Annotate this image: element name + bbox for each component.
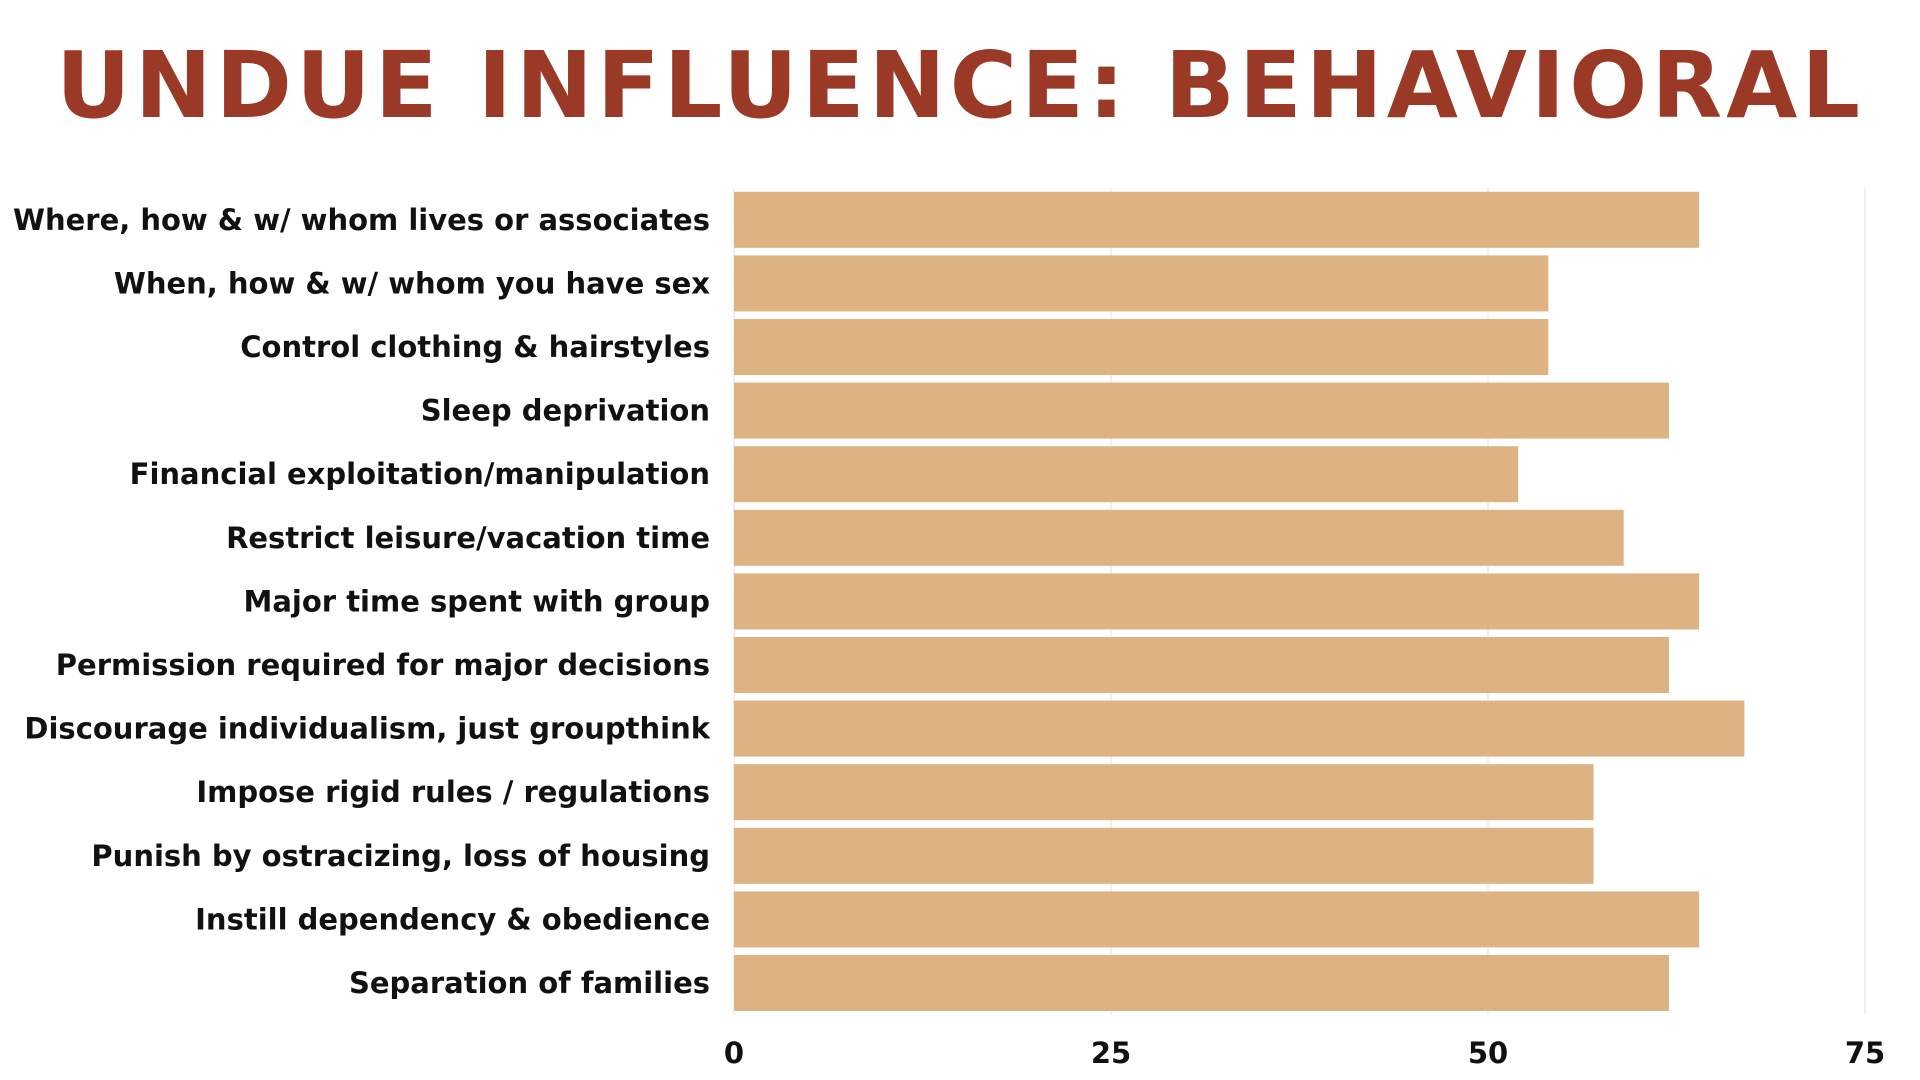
category-label: Separation of families <box>349 966 710 1000</box>
bar <box>734 700 1745 757</box>
x-tick-label: 0 <box>724 1036 744 1070</box>
category-label: When, how & w/ whom you have sex <box>114 266 710 300</box>
bar <box>734 255 1549 312</box>
category-label: Control clothing & hairstyles <box>240 330 710 364</box>
category-labels: Where, how & w/ whom lives or associates… <box>13 203 711 1000</box>
bar <box>734 191 1700 248</box>
category-label: Impose rigid rules / regulations <box>196 775 710 809</box>
x-tick-label: 25 <box>1091 1036 1131 1070</box>
x-axis-ticks: 0 25 50 75 <box>724 1036 1885 1070</box>
x-tick-label: 75 <box>1845 1036 1885 1070</box>
category-label: Discourage individualism, just groupthin… <box>24 712 710 746</box>
bar <box>734 827 1594 884</box>
category-label: Sleep deprivation <box>421 394 710 428</box>
bar <box>734 446 1519 503</box>
chart-title: UNDUE INFLUENCE: BEHAVIORAL <box>55 32 1865 139</box>
bars <box>734 191 1745 1011</box>
category-label: Permission required for major decisions <box>56 648 710 682</box>
bar <box>734 764 1594 821</box>
category-label: Restrict leisure/vacation time <box>226 521 710 555</box>
category-label: Punish by ostracizing, loss of housing <box>91 839 710 873</box>
bar <box>734 382 1669 439</box>
category-label: Financial exploitation/manipulation <box>130 457 710 491</box>
bar <box>734 891 1700 948</box>
bar <box>734 955 1669 1011</box>
category-label: Where, how & w/ whom lives or associates <box>13 203 710 237</box>
bar <box>734 319 1549 375</box>
bar <box>734 573 1700 630</box>
bar <box>734 637 1669 693</box>
bar <box>734 509 1624 566</box>
x-tick-label: 50 <box>1468 1036 1508 1070</box>
category-label: Major time spent with group <box>244 584 711 618</box>
category-label: Instill dependency & obedience <box>195 902 710 936</box>
